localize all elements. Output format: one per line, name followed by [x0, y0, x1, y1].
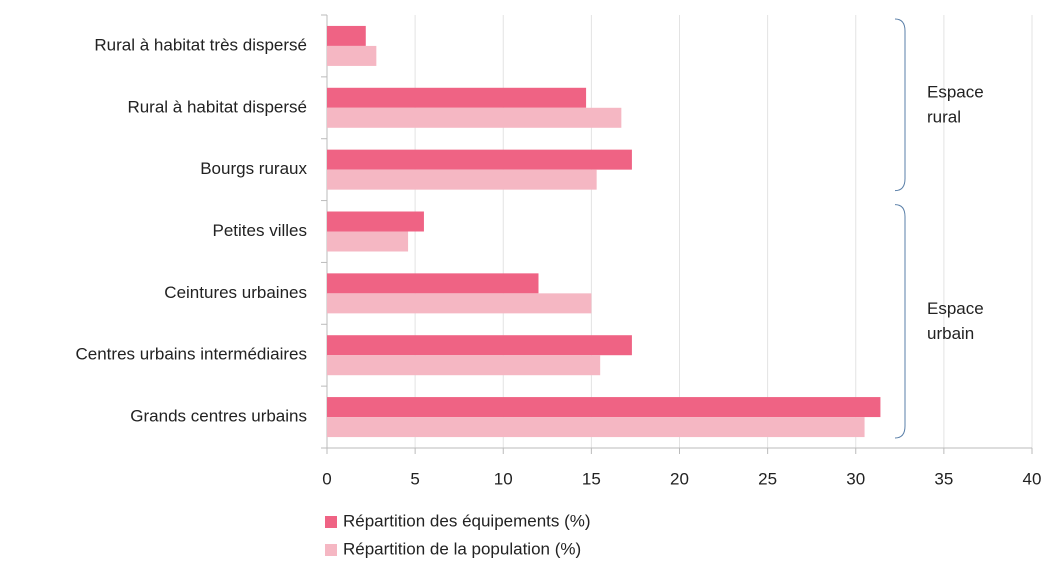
x-tick-label: 25 [758, 469, 777, 488]
bar [327, 293, 592, 314]
y-tick-label: Rural à habitat très dispersé [94, 35, 307, 54]
x-tick-label: 35 [934, 469, 953, 488]
y-tick-label: Rural à habitat dispersé [127, 97, 307, 116]
bar [327, 355, 601, 376]
y-tick-label: Petites villes [213, 221, 307, 240]
x-tick-label: 40 [1023, 469, 1042, 488]
x-tick-label: 20 [670, 469, 689, 488]
y-tick-label: Ceintures urbaines [164, 283, 307, 302]
bar [327, 169, 597, 190]
bar [327, 25, 366, 46]
y-tick-label: Grands centres urbains [130, 407, 307, 426]
x-tick-label: 15 [582, 469, 601, 488]
bar [327, 211, 424, 232]
bar [327, 231, 409, 252]
bar [327, 417, 865, 438]
bar [327, 149, 632, 170]
x-tick-label: 30 [846, 469, 865, 488]
bar [327, 45, 377, 66]
x-tick-label: 0 [322, 469, 331, 488]
bar [327, 87, 587, 108]
annotation: Espace [927, 82, 984, 101]
brace [894, 18, 906, 192]
legend-swatch [325, 544, 337, 556]
legend-label: Répartition de la population (%) [343, 539, 581, 558]
annotation: Espace [927, 299, 984, 318]
bar [327, 107, 622, 128]
y-tick-label: Bourgs ruraux [200, 159, 307, 178]
legend-label: Répartition des équipements (%) [343, 511, 591, 530]
brace [894, 204, 906, 439]
bar [327, 335, 632, 356]
annotation: urbain [927, 324, 974, 343]
y-tick-label: Centres urbains intermédiaires [76, 345, 308, 364]
legend-swatch [325, 516, 337, 528]
x-tick-label: 5 [410, 469, 419, 488]
bar [327, 397, 881, 418]
annotation: rural [927, 107, 961, 126]
x-tick-label: 10 [494, 469, 513, 488]
bar [327, 273, 539, 294]
